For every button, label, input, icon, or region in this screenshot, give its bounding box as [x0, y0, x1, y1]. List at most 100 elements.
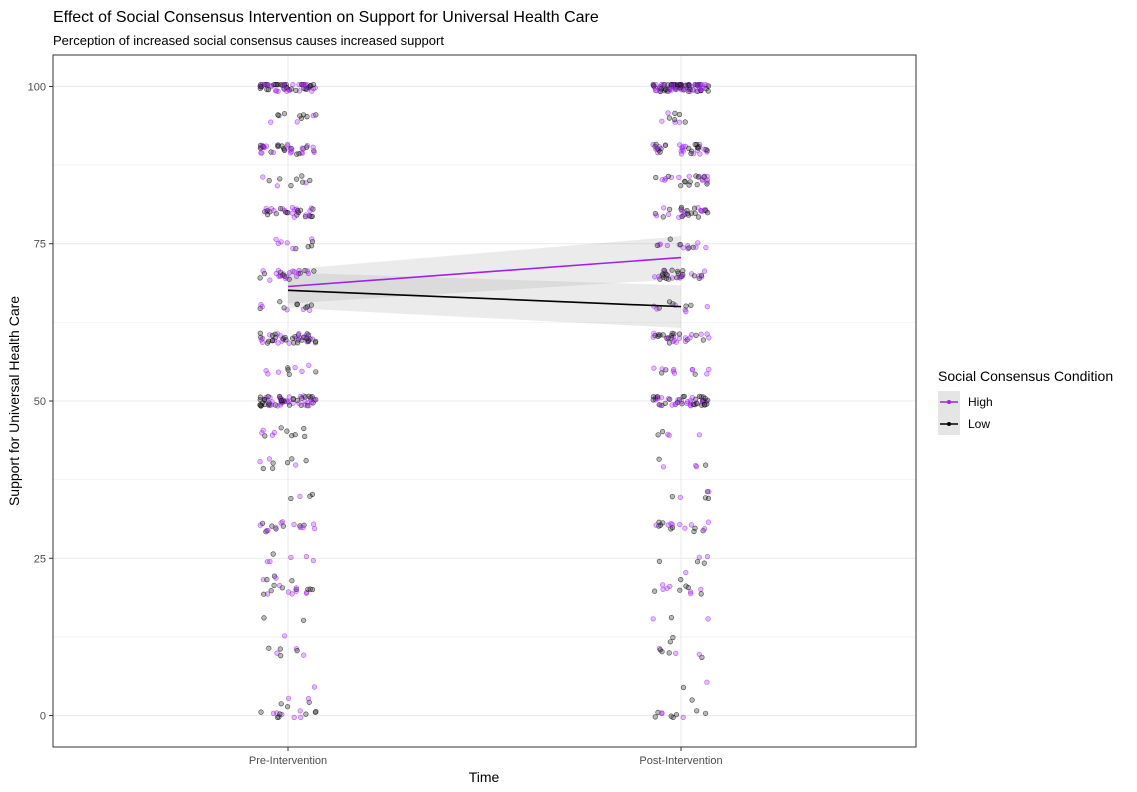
- data-point-low: [278, 425, 284, 431]
- data-point-low: [680, 268, 686, 274]
- data-point-high: [275, 267, 282, 273]
- mean-lines: [287, 256, 682, 308]
- data-point-high: [306, 213, 312, 219]
- data-point-high: [668, 87, 675, 93]
- data-point-high: [258, 337, 264, 343]
- data-point-low: [270, 465, 276, 471]
- data-point-high: [265, 371, 271, 377]
- data-point-high: [673, 650, 679, 657]
- data-point-high: [687, 589, 694, 595]
- data-point-low: [297, 113, 303, 119]
- data-point-low: [677, 587, 683, 593]
- data-point-high: [673, 86, 680, 93]
- data-point-high: [289, 210, 295, 216]
- data-point-low: [669, 330, 675, 336]
- data-point-high: [664, 585, 670, 591]
- data-point-high: [275, 340, 281, 346]
- data-point-low: [275, 142, 281, 148]
- y-tick-label: 0: [40, 711, 46, 723]
- data-point-low: [692, 141, 698, 148]
- data-point-low: [266, 178, 272, 184]
- data-point-low: [257, 275, 263, 281]
- data-point-low: [270, 337, 276, 344]
- data-point-low: [666, 206, 673, 212]
- data-point-high: [676, 174, 682, 180]
- data-point-high: [259, 430, 265, 436]
- data-point-low: [659, 429, 666, 435]
- data-point-high: [696, 432, 703, 438]
- data-point-low: [651, 588, 658, 594]
- data-point-low: [290, 335, 296, 341]
- data-point-high: [274, 650, 280, 656]
- data-point-high: [300, 81, 306, 88]
- data-point-high: [291, 714, 297, 721]
- data-point-high: [292, 364, 298, 371]
- data-point-low: [257, 83, 263, 89]
- data-point-low: [668, 713, 674, 719]
- data-point-low: [702, 462, 709, 468]
- data-point-low: [670, 634, 676, 641]
- data-point-high: [652, 87, 659, 93]
- data-point-low: [283, 337, 289, 343]
- data-point-high: [304, 268, 310, 274]
- data-point-high: [653, 213, 660, 219]
- data-point-low: [695, 174, 702, 180]
- data-point-high: [665, 110, 671, 116]
- data-point-low: [702, 402, 708, 408]
- data-point-low: [673, 712, 680, 718]
- data-point-high: [677, 494, 684, 500]
- data-point-high: [294, 273, 300, 280]
- data-point-high: [651, 330, 657, 336]
- data-point-low: [296, 151, 302, 157]
- data-point-low: [277, 206, 284, 212]
- data-point-high: [654, 306, 660, 312]
- data-point-high: [704, 679, 710, 685]
- data-point-low: [682, 119, 688, 125]
- data-point-low: [264, 86, 270, 93]
- data-point-low: [701, 560, 707, 566]
- data-point-high: [266, 456, 273, 462]
- chart-title: Effect of Social Consensus Intervention …: [53, 9, 599, 26]
- data-point-high: [664, 336, 670, 342]
- data-point-low: [663, 86, 669, 93]
- jitter-points: [257, 81, 712, 721]
- legend-title: Social Consensus Condition: [938, 368, 1113, 384]
- data-point-low: [266, 645, 272, 651]
- data-point-low: [655, 432, 661, 438]
- data-point-high: [282, 633, 288, 639]
- data-point-low: [277, 176, 283, 182]
- data-point-high: [698, 331, 704, 337]
- data-point-low: [303, 305, 309, 311]
- data-point-high: [284, 240, 290, 246]
- data-point-high: [275, 403, 281, 409]
- data-point-high: [307, 307, 313, 313]
- data-point-low: [695, 214, 702, 220]
- data-point-high: [293, 462, 299, 468]
- data-point-low: [268, 588, 274, 594]
- data-point-low: [682, 179, 688, 185]
- data-point-low: [694, 559, 701, 565]
- data-point-high: [693, 244, 699, 250]
- data-point-high: [301, 652, 307, 658]
- data-point-low: [676, 81, 682, 88]
- data-point-high: [678, 151, 685, 157]
- data-point-high: [680, 714, 686, 721]
- confidence-ribbons: [288, 236, 681, 329]
- data-point-low: [313, 369, 319, 375]
- data-point-low: [688, 150, 694, 157]
- data-point-low: [310, 81, 317, 88]
- data-point-low: [288, 86, 295, 92]
- data-point-low: [650, 394, 657, 400]
- data-point-high: [310, 112, 316, 119]
- data-point-low: [257, 402, 263, 408]
- data-point-low: [281, 111, 288, 117]
- data-point-high: [677, 521, 683, 528]
- data-point-low: [695, 145, 702, 151]
- y-tick-label: 75: [34, 239, 46, 251]
- data-point-high: [284, 307, 290, 313]
- data-point-low: [653, 141, 659, 147]
- x-axis: Pre-Intervention Post-Intervention: [249, 747, 723, 767]
- data-point-low: [282, 273, 288, 279]
- data-point-low: [278, 652, 284, 659]
- data-point-high: [297, 524, 303, 531]
